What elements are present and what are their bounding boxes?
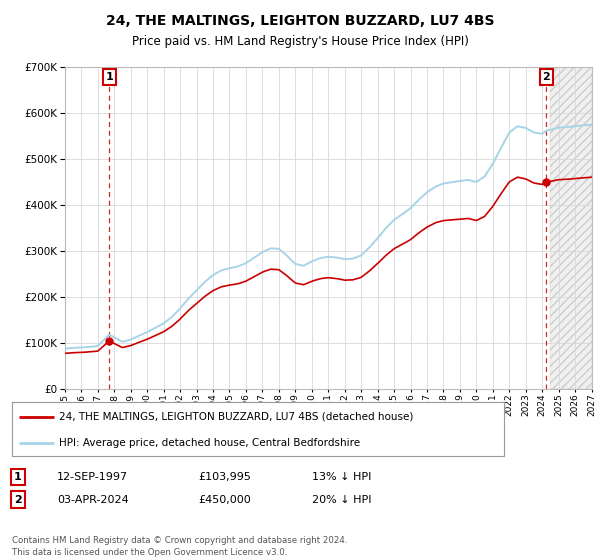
Text: 2: 2 [14, 494, 22, 505]
Text: £450,000: £450,000 [198, 494, 251, 505]
Text: 24, THE MALTINGS, LEIGHTON BUZZARD, LU7 4BS: 24, THE MALTINGS, LEIGHTON BUZZARD, LU7 … [106, 14, 494, 28]
Text: HPI: Average price, detached house, Central Bedfordshire: HPI: Average price, detached house, Cent… [59, 438, 360, 447]
Text: 2: 2 [542, 72, 550, 82]
Text: Price paid vs. HM Land Registry's House Price Index (HPI): Price paid vs. HM Land Registry's House … [131, 35, 469, 48]
Text: 1: 1 [106, 72, 113, 82]
Text: Contains HM Land Registry data © Crown copyright and database right 2024.
This d: Contains HM Land Registry data © Crown c… [12, 536, 347, 557]
Text: 20% ↓ HPI: 20% ↓ HPI [312, 494, 371, 505]
Text: 13% ↓ HPI: 13% ↓ HPI [312, 472, 371, 482]
Text: 24, THE MALTINGS, LEIGHTON BUZZARD, LU7 4BS (detached house): 24, THE MALTINGS, LEIGHTON BUZZARD, LU7 … [59, 412, 413, 422]
Text: 1: 1 [14, 472, 22, 482]
Text: 12-SEP-1997: 12-SEP-1997 [57, 472, 128, 482]
Text: £103,995: £103,995 [198, 472, 251, 482]
Text: 03-APR-2024: 03-APR-2024 [57, 494, 129, 505]
